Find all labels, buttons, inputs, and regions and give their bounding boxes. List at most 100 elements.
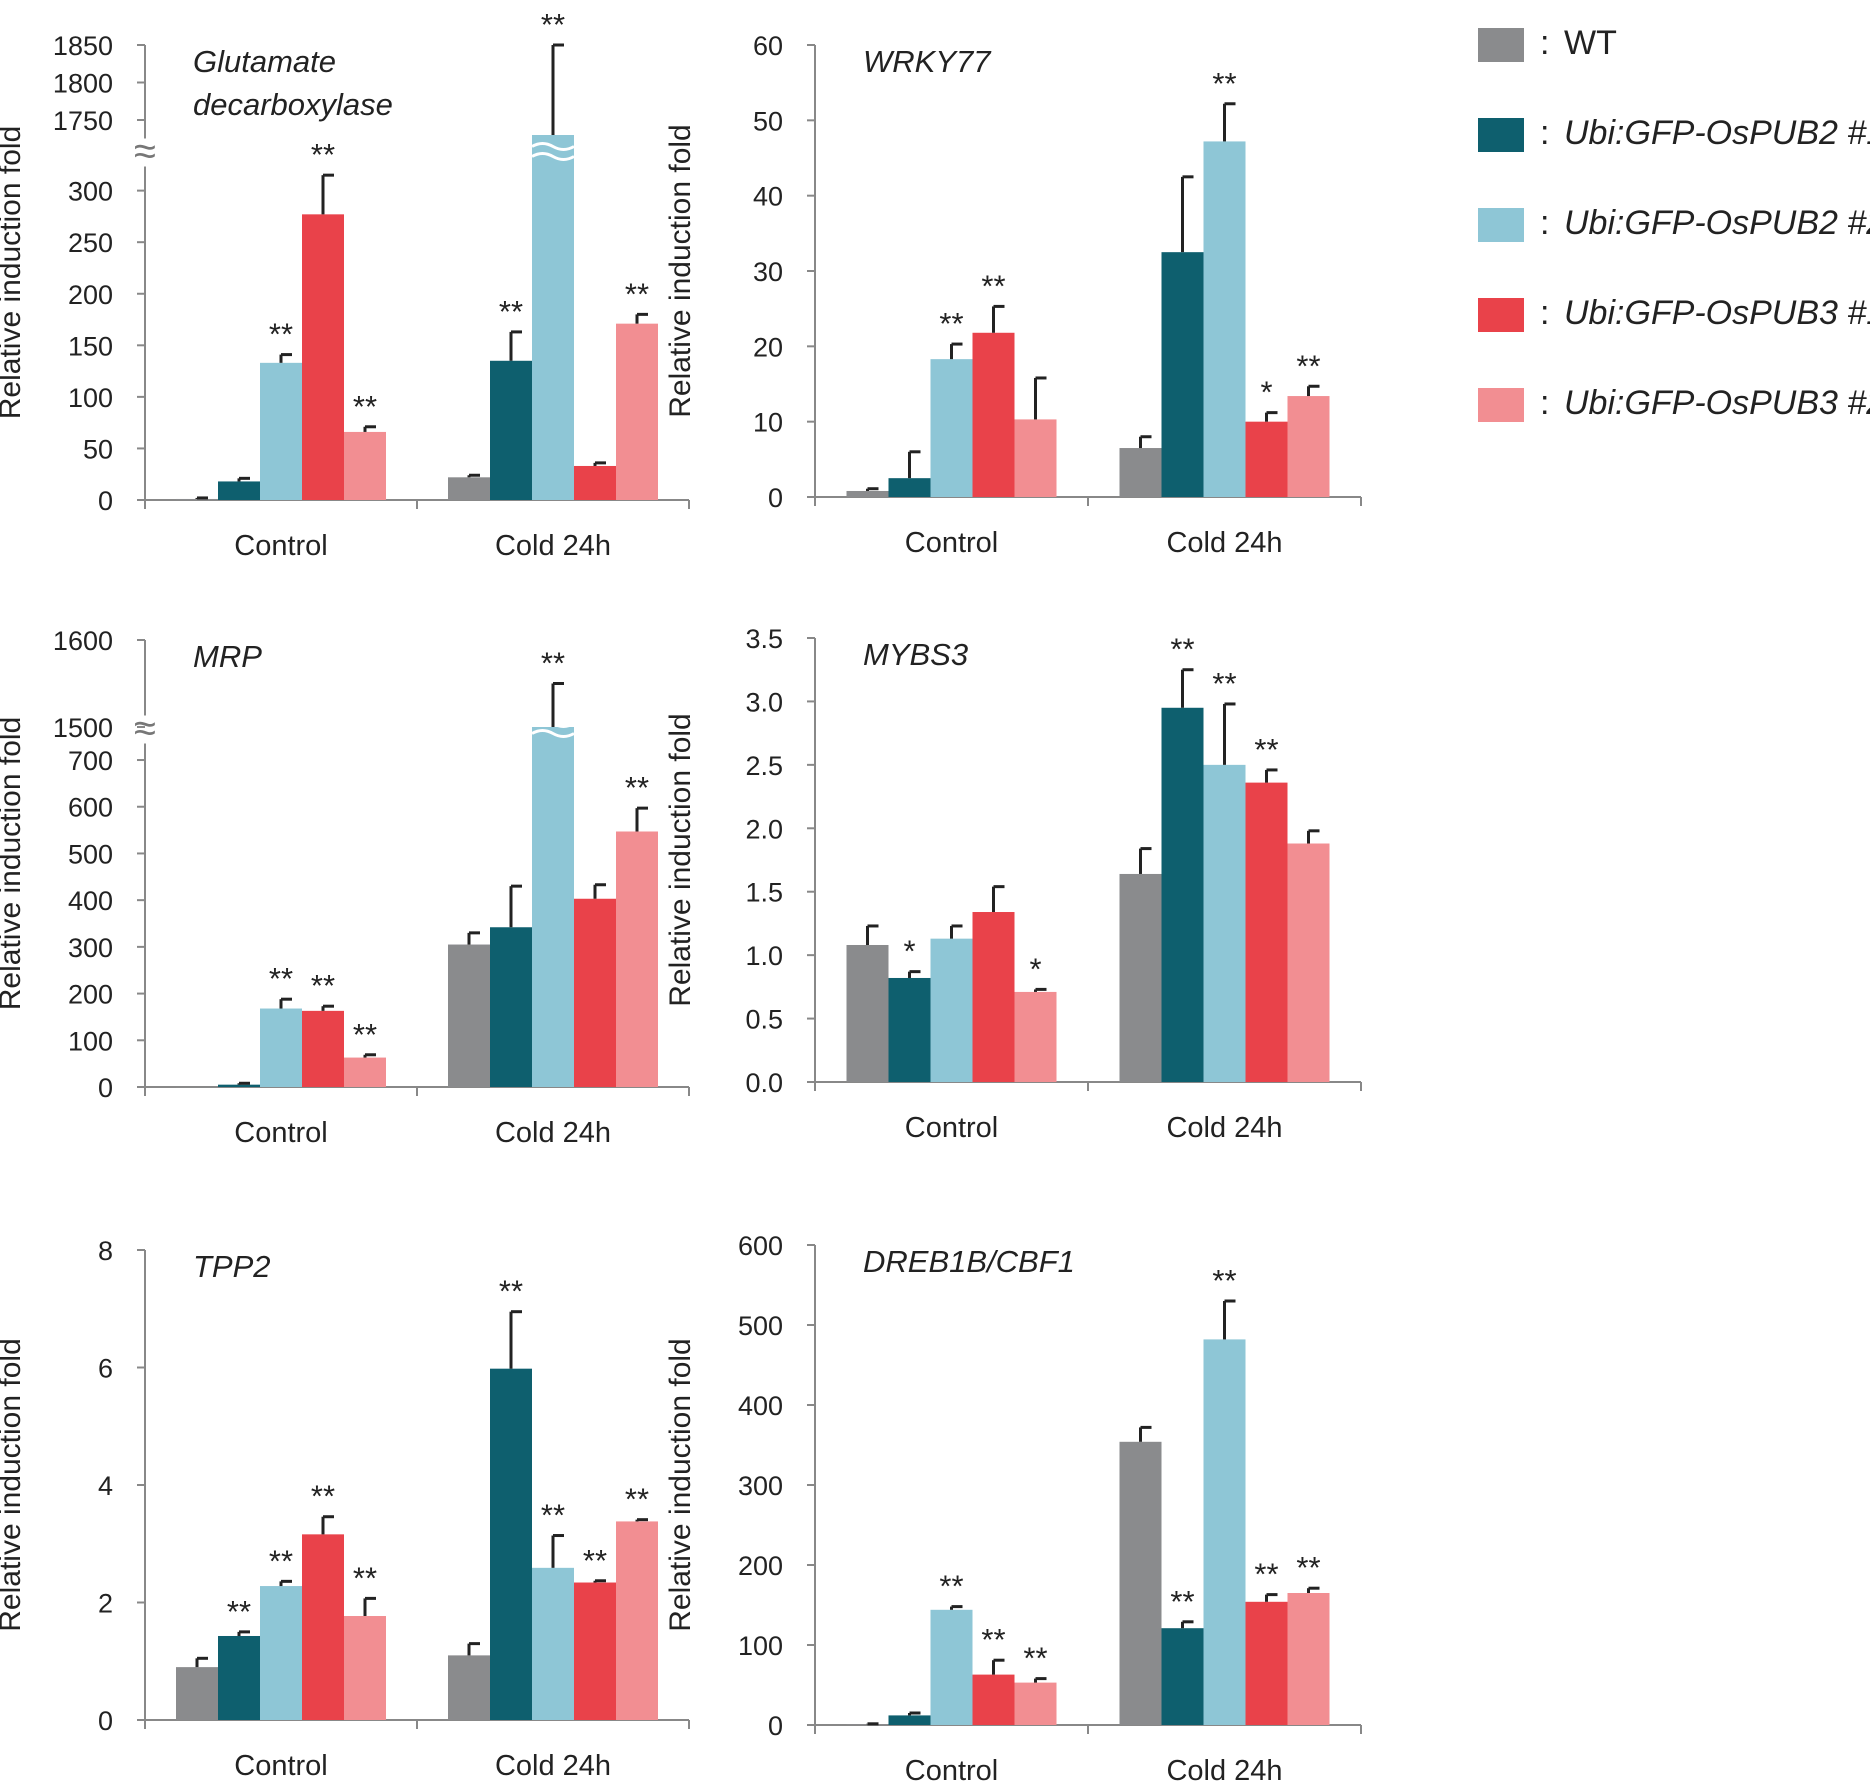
y-tick-label: 50 xyxy=(753,106,783,136)
y-tick-label: 6 xyxy=(98,1354,113,1384)
significance-label: ** xyxy=(939,1569,963,1604)
significance-label: ** xyxy=(625,1482,649,1517)
legend-colon: : xyxy=(1540,294,1550,332)
chart-title: TPP2 xyxy=(193,1249,271,1284)
legend-colon: : xyxy=(1540,384,1550,422)
significance-label: ** xyxy=(583,1543,607,1578)
significance-label: ** xyxy=(1170,632,1194,667)
y-tick-label: 0 xyxy=(98,486,113,516)
y-tick-label: 0.0 xyxy=(745,1068,783,1098)
y-tick-label: 200 xyxy=(738,1551,783,1581)
significance-label: ** xyxy=(541,7,565,42)
y-axis-label: Relative induction fold xyxy=(664,713,697,1007)
bar xyxy=(972,912,1015,1082)
significance-label: ** xyxy=(625,276,649,311)
y-tick-label: 1600 xyxy=(53,626,113,656)
bar xyxy=(218,1084,260,1087)
legend-label: Ubi:GFP-OsPUB2 #2 xyxy=(1564,204,1870,242)
bar xyxy=(302,1010,344,1087)
bar xyxy=(532,135,574,500)
y-tick-label: 1.5 xyxy=(745,878,783,908)
x-category-label: Control xyxy=(234,1117,328,1149)
x-category-label: Cold 24h xyxy=(1166,1112,1282,1144)
y-tick-label: 60 xyxy=(753,31,783,61)
significance-label: ** xyxy=(269,317,293,352)
x-category-label: Cold 24h xyxy=(495,1117,611,1149)
y-tick-label: 300 xyxy=(68,933,113,963)
y-tick-label: 20 xyxy=(753,332,783,362)
bar xyxy=(448,477,490,500)
y-tick-label: 2 xyxy=(98,1589,113,1619)
bar xyxy=(302,214,344,500)
bar xyxy=(1245,421,1288,497)
bar xyxy=(490,927,532,1087)
y-tick-label: 1750 xyxy=(53,106,113,136)
y-tick-label: 200 xyxy=(68,980,113,1010)
bar xyxy=(260,362,302,500)
y-tick-label: 1850 xyxy=(53,31,113,61)
bar xyxy=(1245,782,1288,1082)
bar xyxy=(616,1521,658,1720)
chart-title: WRKY77 xyxy=(863,44,992,79)
significance-label: ** xyxy=(269,1543,293,1578)
bar xyxy=(1287,1593,1330,1725)
y-tick-label: 1500 xyxy=(53,713,113,743)
y-tick-label: 30 xyxy=(753,257,783,287)
significance-label: * xyxy=(1029,951,1041,986)
bar xyxy=(302,1534,344,1720)
legend-label: Ubi:GFP-OsPUB2 #1 xyxy=(1564,114,1870,152)
significance-label: ** xyxy=(981,1622,1005,1657)
bar xyxy=(344,431,386,500)
y-tick-label: 1800 xyxy=(53,69,113,99)
bar xyxy=(1287,843,1330,1082)
y-tick-label: 100 xyxy=(738,1631,783,1661)
y-tick-label: 2.5 xyxy=(745,751,783,781)
x-category-label: Control xyxy=(905,1112,999,1144)
chart-title: Glutamate xyxy=(193,44,336,79)
y-tick-label: 40 xyxy=(753,182,783,212)
bar xyxy=(1014,419,1057,497)
significance-label: ** xyxy=(353,1017,377,1052)
bar xyxy=(1119,873,1162,1082)
y-tick-label: 100 xyxy=(68,383,113,413)
bar xyxy=(490,360,532,500)
y-tick-label: 300 xyxy=(738,1471,783,1501)
bar xyxy=(1119,1441,1162,1725)
y-tick-label: 600 xyxy=(738,1231,783,1261)
x-category-label: Cold 24h xyxy=(495,1750,611,1782)
bar xyxy=(218,1635,260,1720)
y-tick-label: 0 xyxy=(768,483,783,513)
bar xyxy=(1245,1601,1288,1725)
significance-label: * xyxy=(1260,375,1272,410)
bar xyxy=(888,478,931,497)
y-axis-label: Relative induction fold xyxy=(664,124,697,418)
bar xyxy=(888,1715,931,1725)
legend-swatch xyxy=(1478,118,1524,152)
bar xyxy=(176,498,218,500)
bar xyxy=(930,1609,973,1725)
y-tick-label: 200 xyxy=(68,280,113,310)
x-category-label: Cold 24h xyxy=(1166,527,1282,559)
significance-label: ** xyxy=(1212,66,1236,101)
significance-label: ** xyxy=(311,137,335,172)
significance-label: ** xyxy=(1254,732,1278,767)
axis-break-mark: ≈ xyxy=(134,130,156,174)
bar xyxy=(1119,448,1162,497)
y-tick-label: 300 xyxy=(68,177,113,207)
y-tick-label: 0.5 xyxy=(745,1005,783,1035)
y-tick-label: 4 xyxy=(98,1471,113,1501)
bar xyxy=(1203,1339,1246,1725)
y-tick-label: 3.5 xyxy=(745,624,783,654)
legend-colon: : xyxy=(1540,204,1550,242)
y-axis-label: Relative induction fold xyxy=(0,126,27,420)
bar xyxy=(972,1674,1015,1725)
significance-label: ** xyxy=(353,389,377,424)
bar xyxy=(448,1655,490,1720)
y-tick-label: 8 xyxy=(98,1236,113,1266)
bar xyxy=(1161,1628,1204,1725)
y-axis-label: Relative induction fold xyxy=(0,1338,27,1632)
bar xyxy=(176,1667,218,1720)
bar xyxy=(888,977,931,1082)
significance-label: ** xyxy=(981,268,1005,303)
bar xyxy=(1014,1682,1057,1725)
